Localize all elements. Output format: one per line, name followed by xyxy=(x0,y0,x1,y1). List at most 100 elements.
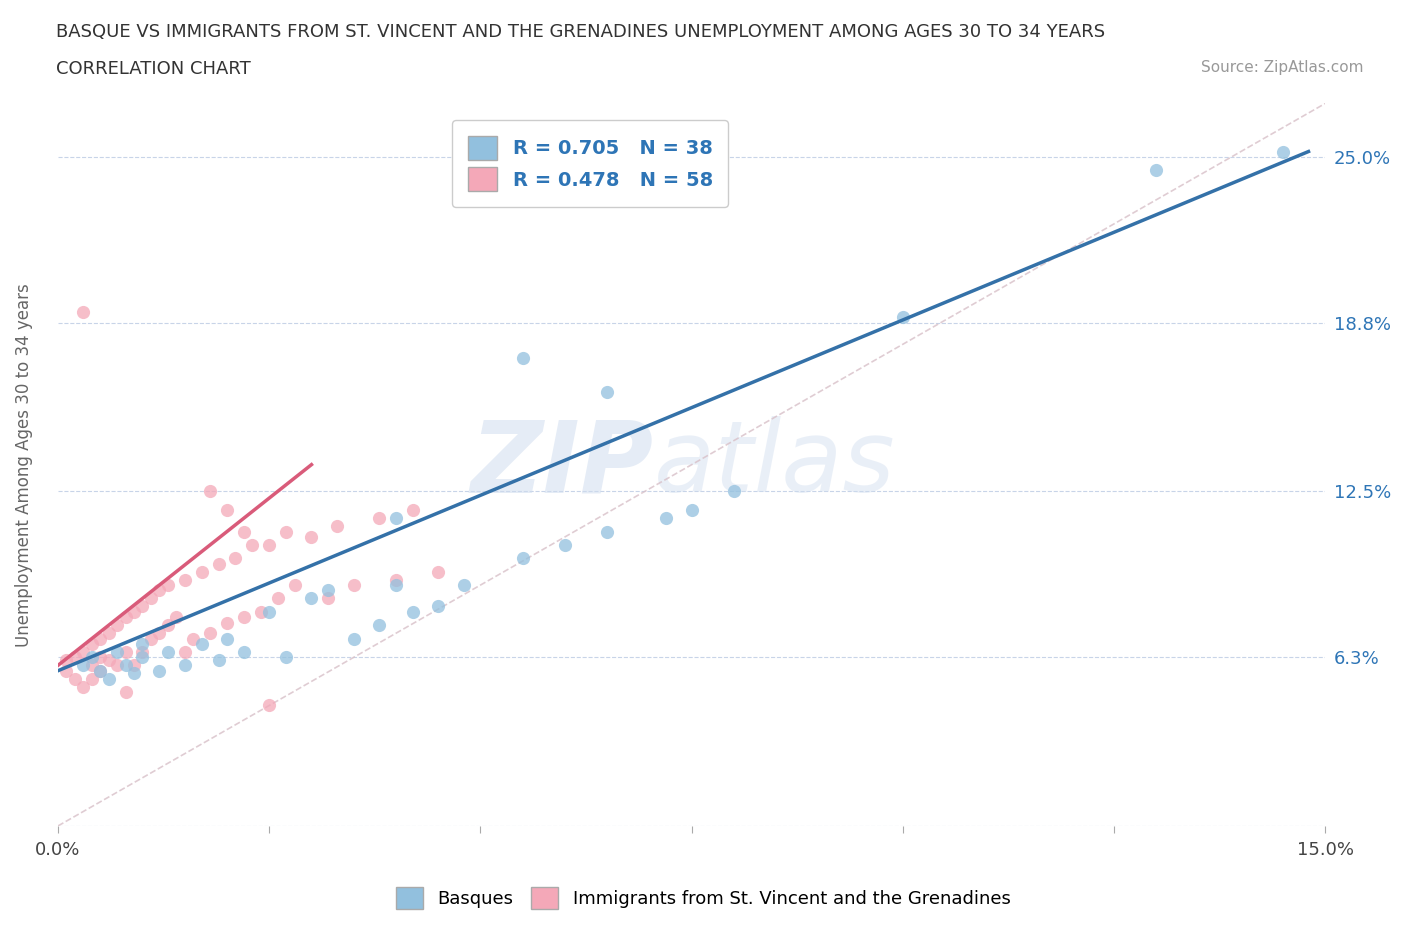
Point xyxy=(80,650,103,665)
Point xyxy=(181,631,204,646)
Point xyxy=(257,538,280,552)
Text: CORRELATION CHART: CORRELATION CHART xyxy=(56,60,252,78)
Legend: Basques, Immigrants from St. Vincent and the Grenadines: Basques, Immigrants from St. Vincent and… xyxy=(388,880,1018,916)
Point xyxy=(105,658,128,672)
Text: atlas: atlas xyxy=(654,416,896,513)
Point xyxy=(72,658,94,672)
Point xyxy=(165,610,187,625)
Point xyxy=(139,631,162,646)
Point xyxy=(114,658,136,672)
Text: Source: ZipAtlas.com: Source: ZipAtlas.com xyxy=(1201,60,1364,75)
Point xyxy=(89,631,111,646)
Point xyxy=(1144,163,1167,178)
Point xyxy=(385,511,408,525)
Point xyxy=(114,684,136,699)
Point xyxy=(554,538,576,552)
Point xyxy=(655,511,678,525)
Point xyxy=(512,351,534,365)
Point xyxy=(139,591,162,605)
Point xyxy=(173,644,195,659)
Point xyxy=(343,631,366,646)
Point xyxy=(215,503,238,518)
Point xyxy=(97,626,120,641)
Point xyxy=(122,666,145,681)
Point xyxy=(122,658,145,672)
Point xyxy=(190,565,212,579)
Point xyxy=(114,644,136,659)
Point xyxy=(301,591,323,605)
Point xyxy=(114,610,136,625)
Point xyxy=(122,604,145,619)
Point xyxy=(318,583,340,598)
Point xyxy=(89,650,111,665)
Y-axis label: Unemployment Among Ages 30 to 34 years: Unemployment Among Ages 30 to 34 years xyxy=(15,283,32,646)
Point xyxy=(267,591,290,605)
Point xyxy=(131,644,153,659)
Point xyxy=(368,618,391,632)
Point xyxy=(257,698,280,713)
Point xyxy=(284,578,307,592)
Point xyxy=(198,484,221,498)
Point xyxy=(156,578,179,592)
Point xyxy=(105,644,128,659)
Point xyxy=(72,679,94,694)
Point xyxy=(131,599,153,614)
Point xyxy=(427,599,450,614)
Text: ZIP: ZIP xyxy=(471,416,654,513)
Point xyxy=(80,671,103,686)
Point xyxy=(89,663,111,678)
Point xyxy=(249,604,271,619)
Point xyxy=(368,511,391,525)
Point xyxy=(240,538,263,552)
Point xyxy=(215,631,238,646)
Point xyxy=(427,565,450,579)
Point xyxy=(402,604,425,619)
Point xyxy=(215,615,238,630)
Point xyxy=(512,551,534,565)
Point xyxy=(257,604,280,619)
Point xyxy=(97,653,120,668)
Point xyxy=(232,610,254,625)
Point xyxy=(301,529,323,544)
Point xyxy=(131,650,153,665)
Point xyxy=(326,519,349,534)
Point xyxy=(72,644,94,659)
Point xyxy=(596,385,619,400)
Point xyxy=(343,578,366,592)
Point xyxy=(156,618,179,632)
Point xyxy=(207,653,229,668)
Point xyxy=(224,551,246,565)
Point xyxy=(89,663,111,678)
Legend: R = 0.705   N = 38, R = 0.478   N = 58: R = 0.705 N = 38, R = 0.478 N = 58 xyxy=(453,120,728,206)
Point xyxy=(385,572,408,587)
Point xyxy=(453,578,475,592)
Point xyxy=(198,626,221,641)
Point xyxy=(891,310,914,325)
Point xyxy=(276,525,298,539)
Point xyxy=(63,671,86,686)
Text: BASQUE VS IMMIGRANTS FROM ST. VINCENT AND THE GRENADINES UNEMPLOYMENT AMONG AGES: BASQUE VS IMMIGRANTS FROM ST. VINCENT AN… xyxy=(56,23,1105,41)
Point xyxy=(402,503,425,518)
Point xyxy=(190,636,212,651)
Point xyxy=(80,636,103,651)
Point xyxy=(97,671,120,686)
Point xyxy=(131,636,153,651)
Point xyxy=(596,525,619,539)
Point xyxy=(1272,144,1295,159)
Point xyxy=(173,658,195,672)
Point xyxy=(148,663,170,678)
Point xyxy=(173,572,195,587)
Point xyxy=(207,556,229,571)
Point xyxy=(63,650,86,665)
Point xyxy=(105,618,128,632)
Point xyxy=(681,503,703,518)
Point xyxy=(385,578,408,592)
Point xyxy=(232,525,254,539)
Point xyxy=(72,305,94,320)
Point xyxy=(55,653,77,668)
Point xyxy=(80,658,103,672)
Point xyxy=(723,484,745,498)
Point xyxy=(148,583,170,598)
Point xyxy=(232,644,254,659)
Point xyxy=(318,591,340,605)
